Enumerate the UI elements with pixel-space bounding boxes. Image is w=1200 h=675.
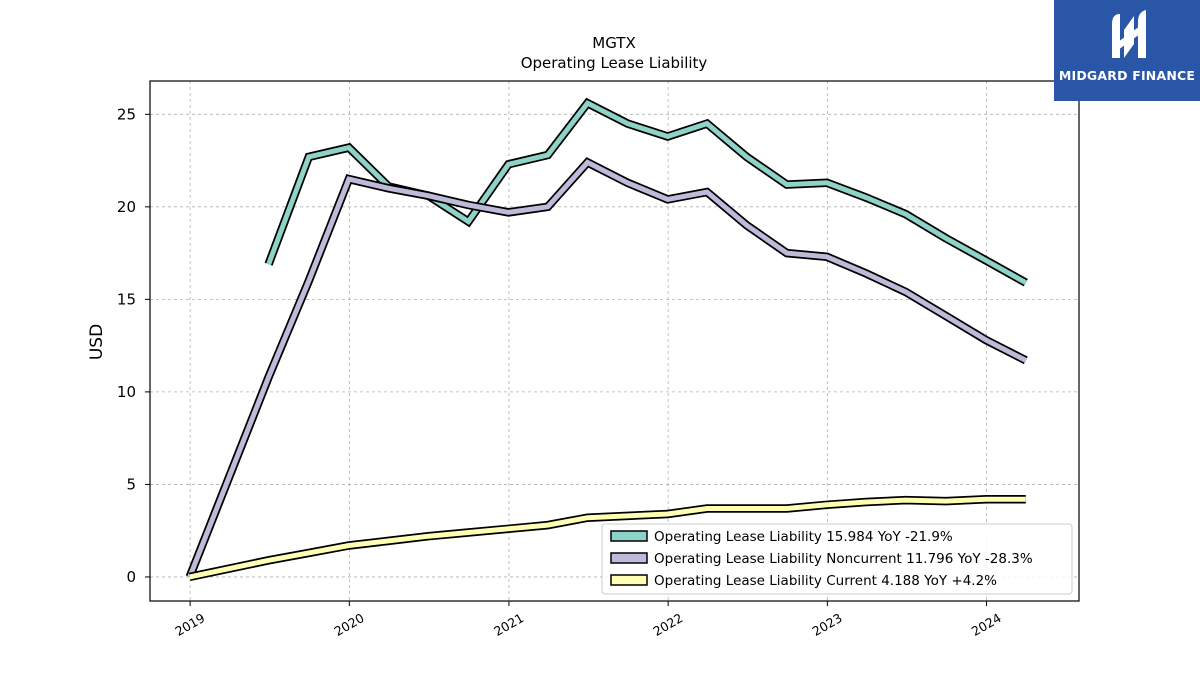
legend: Operating Lease Liability 15.984 YoY -21…	[601, 523, 1073, 595]
brand-logo: MIDGARD FINANCE	[1054, 0, 1200, 101]
y-axis-label: USD	[87, 324, 107, 360]
legend-label-current: Operating Lease Liability Current 4.188 …	[654, 573, 997, 589]
y-axis: 0 5 10 15 20 25	[117, 105, 150, 586]
y-tick-label-10: 10	[117, 383, 136, 401]
x-tick-label-2024: 2024	[969, 610, 1004, 639]
x-axis: 2019 2020 2021 2022 2023 2024	[172, 601, 1004, 639]
plot-frame	[149, 80, 1080, 602]
x-tick-label-2019: 2019	[172, 610, 207, 639]
series-2	[188, 494, 1026, 582]
y-tick-label-25: 25	[117, 105, 136, 123]
legend-swatch-operating-lease-liability	[610, 530, 648, 542]
y-tick-label-5: 5	[126, 475, 136, 493]
legend-frame	[601, 523, 1073, 595]
x-tick-label-2023: 2023	[810, 610, 845, 639]
brand-name: MIDGARD FINANCE	[1058, 68, 1196, 83]
midgard-logo-icon	[1112, 10, 1146, 58]
y-tick-label-15: 15	[117, 290, 136, 308]
x-tick-label-2022: 2022	[650, 610, 685, 639]
series-lines	[185, 97, 1028, 582]
chart-title: MGTX	[592, 34, 635, 52]
legend-label-noncurrent: Operating Lease Liability Noncurrent 11.…	[654, 551, 1033, 567]
series-1	[185, 157, 1028, 579]
legend-swatch-noncurrent	[610, 552, 648, 564]
legend-label-operating-lease-liability: Operating Lease Liability 15.984 YoY -21…	[654, 529, 953, 545]
chart-subtitle: Operating Lease Liability	[521, 54, 708, 72]
legend-swatch-current	[610, 574, 648, 586]
x-tick-label-2020: 2020	[332, 610, 367, 639]
series-line-2	[189, 496, 1026, 580]
y-tick-label-20: 20	[117, 198, 136, 216]
y-tick-label-0: 0	[126, 568, 136, 586]
series-line-1	[187, 159, 1027, 578]
x-tick-label-2021: 2021	[491, 610, 526, 639]
grid	[150, 81, 1079, 601]
